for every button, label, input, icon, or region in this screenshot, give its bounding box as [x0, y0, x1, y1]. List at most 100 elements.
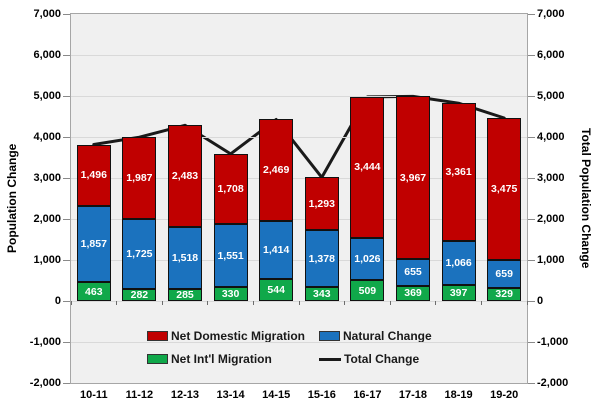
- y-axis-tick-label-left: 5,000: [33, 90, 61, 102]
- gridline: [71, 54, 527, 56]
- y-axis-tickmark-right: [528, 342, 535, 343]
- x-axis-label: 14-15: [262, 389, 291, 401]
- bar-segment: [350, 280, 385, 301]
- bar-segment: [76, 144, 111, 206]
- x-axis-tickmark: [344, 301, 346, 305]
- bar-value-label: 1,987: [126, 171, 153, 184]
- legend-line-swatch: [319, 357, 341, 361]
- bar-segment: [487, 287, 522, 301]
- y-axis-tick-label-right: -2,000: [537, 377, 569, 389]
- bar-value-label: 285: [176, 289, 194, 302]
- x-axis-tickmark: [526, 301, 528, 305]
- y-axis-tick-label-right: 0: [537, 295, 544, 307]
- y-axis-tickmark-left: [63, 383, 70, 384]
- bar-segment: [304, 177, 339, 231]
- y-axis-tickmark-right: [528, 301, 535, 302]
- gridline: [71, 136, 527, 138]
- y-axis-tickmark-right: [528, 178, 535, 179]
- y-axis-tick-label-right: 3,000: [537, 172, 565, 184]
- bar-segment: [76, 205, 111, 282]
- bar-segment: [441, 241, 476, 285]
- y-axis-tickmark-right: [528, 96, 535, 97]
- bar-segment: [168, 125, 202, 228]
- legend-item: Natural Change: [319, 329, 432, 343]
- bar-segment: [259, 278, 294, 301]
- x-axis-label: 13-14: [216, 389, 245, 401]
- bar-value-label: 329: [495, 288, 513, 301]
- x-axis-label: 12-13: [170, 389, 200, 401]
- y-axis-tickmark-right: [528, 137, 535, 138]
- bar-segment: [122, 289, 157, 301]
- legend-label: Net Int'l Migration: [171, 352, 272, 366]
- legend-color-swatch: [147, 354, 168, 364]
- x-axis-label: 10-11: [80, 389, 108, 401]
- y-axis-tick-label-left: 0: [54, 295, 61, 307]
- legend-color-swatch: [147, 331, 168, 341]
- y-axis-tick-label-right: 6,000: [537, 49, 565, 61]
- x-axis-tickmark: [480, 301, 482, 305]
- y-axis-tickmark-left: [63, 178, 70, 179]
- x-axis-tickmark: [70, 301, 72, 305]
- y-axis-tickmark-left: [63, 137, 70, 138]
- bar-value-label: 1,414: [263, 243, 290, 256]
- bar-value-label: 3,361: [445, 166, 472, 179]
- bar-value-label: 1,026: [354, 253, 381, 266]
- bar-segment: [122, 218, 157, 290]
- x-axis-label: 19-20: [490, 389, 519, 401]
- bar-segment: [213, 287, 248, 301]
- x-axis-tickmark: [389, 301, 391, 305]
- bar-value-label: 1,857: [80, 237, 107, 250]
- y-axis-tickmark-right: [528, 55, 535, 56]
- bar-segment: [441, 284, 476, 301]
- x-axis-tickmark: [161, 301, 163, 305]
- gridline: [71, 177, 527, 179]
- bar-value-label: 3,475: [491, 183, 518, 196]
- bar-segment: [487, 260, 522, 288]
- bar-value-label: 1,378: [308, 252, 335, 265]
- bar-value-label: 2,469: [263, 164, 290, 177]
- x-axis-tickmark: [435, 301, 437, 305]
- bar-segment: [259, 119, 294, 221]
- y-axis-tick-label-left: 2,000: [33, 213, 61, 225]
- bar-segment: [396, 96, 430, 259]
- bar-segment: [213, 153, 248, 224]
- legend-label: Natural Change: [343, 329, 432, 343]
- y-axis-tickmark-left: [63, 260, 70, 261]
- y-axis-tick-label-right: 5,000: [537, 90, 565, 102]
- y-axis-tick-label-right: 7,000: [537, 8, 565, 20]
- y-axis-tickmark-left: [63, 55, 70, 56]
- plot-area: Net Domestic Migration Natural Change Net …: [70, 13, 528, 384]
- bar-segment: [76, 282, 111, 301]
- y-axis-tickmark-left: [63, 219, 70, 220]
- bar-value-label: 659: [495, 267, 513, 280]
- legend-item: Net Int'l Migration: [147, 352, 315, 366]
- y-axis-tick-label-left: 7,000: [33, 8, 61, 20]
- bar-segment: [122, 137, 157, 219]
- bar-value-label: 282: [130, 289, 149, 302]
- gridline: [71, 95, 527, 97]
- bar-value-label: 1,518: [171, 252, 199, 265]
- bar-segment: [350, 238, 385, 281]
- bar-value-label: 3,444: [354, 161, 381, 174]
- bar-segment: [396, 259, 430, 286]
- y-axis-tickmark-left: [63, 301, 70, 302]
- y-axis-tickmark-left: [63, 96, 70, 97]
- x-axis-tickmark: [116, 301, 118, 305]
- y-axis-tickmark-right: [528, 219, 535, 220]
- legend-item: Total Change: [319, 352, 432, 366]
- bar-value-label: 2,483: [171, 170, 199, 183]
- bar-segment: [304, 286, 339, 301]
- x-axis-label: 17-18: [398, 389, 428, 401]
- legend-item: Net Domestic Migration: [147, 329, 315, 343]
- bar-segment: [304, 230, 339, 287]
- chart-legend: Net Domestic Migration Natural Change Net …: [141, 325, 438, 370]
- bar-segment: [350, 96, 385, 239]
- bar-value-label: 1,293: [308, 197, 335, 210]
- y-axis-tick-label-left: -2,000: [29, 377, 61, 389]
- bar-segment: [259, 220, 294, 279]
- bar-value-label: 397: [449, 286, 468, 299]
- bar-segment: [396, 285, 430, 301]
- bar-value-label: 1,551: [217, 249, 244, 262]
- bar-value-label: 1,708: [217, 182, 244, 195]
